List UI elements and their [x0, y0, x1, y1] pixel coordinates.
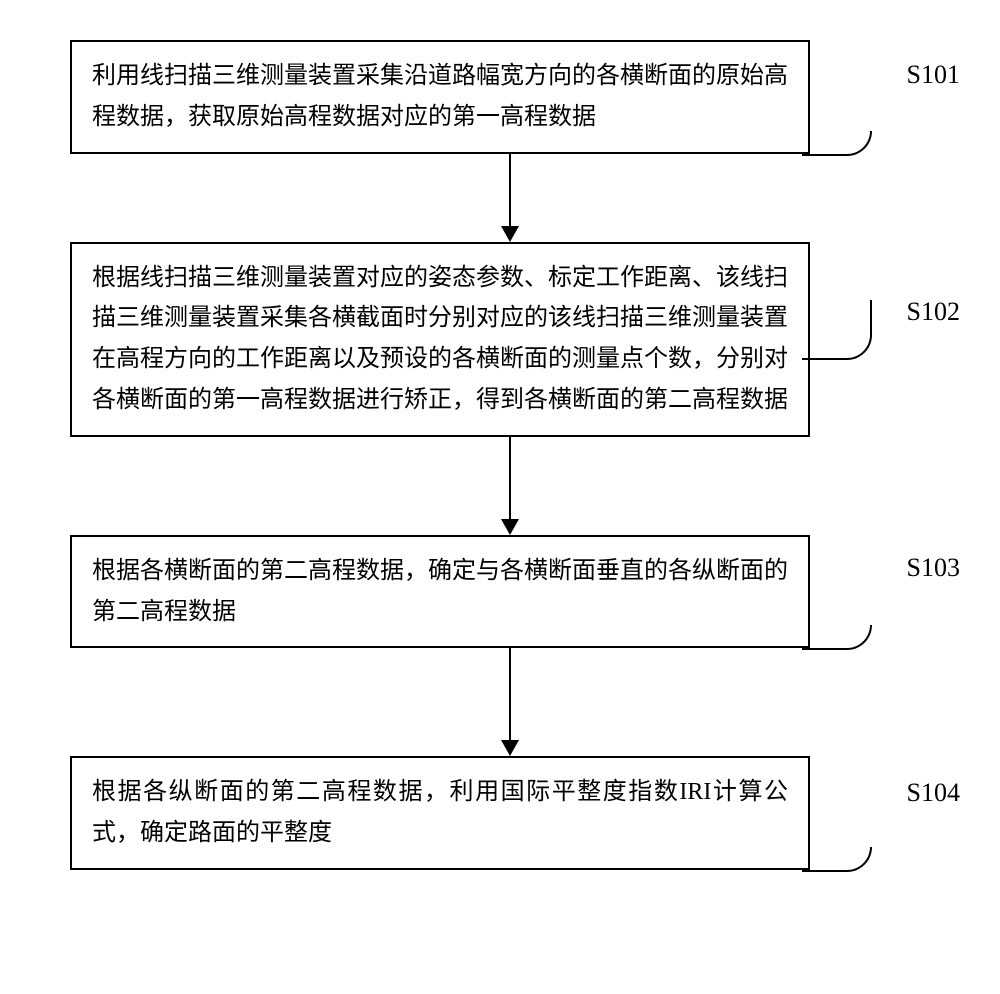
- arrow-line-2: [509, 437, 511, 519]
- arrow-head-2: [501, 519, 519, 535]
- arrow-s101-s102: [140, 154, 880, 242]
- step-text-s104: 根据各纵断面的第二高程数据，利用国际平整度指数IRI计算公式，确定路面的平整度: [92, 779, 788, 846]
- step-row-s102: 根据线扫描三维测量装置对应的姿态参数、标定工作距离、该线扫描三维测量装置采集各横…: [50, 242, 950, 437]
- step-label-s103: S103: [907, 553, 960, 583]
- step-label-s104: S104: [907, 778, 960, 808]
- step-text-s102: 根据线扫描三维测量装置对应的姿态参数、标定工作距离、该线扫描三维测量装置采集各横…: [92, 265, 788, 413]
- step-row-s104: 根据各纵断面的第二高程数据，利用国际平整度指数IRI计算公式，确定路面的平整度 …: [50, 756, 950, 870]
- arrow-line-3: [509, 648, 511, 740]
- arrow-line-1: [509, 154, 511, 226]
- step-label-s101: S101: [907, 60, 960, 90]
- step-text-s101: 利用线扫描三维测量装置采集沿道路幅宽方向的各横断面的原始高程数据，获取原始高程数…: [92, 63, 788, 130]
- step-row-s103: 根据各横断面的第二高程数据，确定与各横断面垂直的各纵断面的第二高程数据 S103: [50, 535, 950, 649]
- label-connector-s104: [802, 847, 872, 872]
- flowchart-container: 利用线扫描三维测量装置采集沿道路幅宽方向的各横断面的原始高程数据，获取原始高程数…: [50, 40, 950, 870]
- step-box-s104: 根据各纵断面的第二高程数据，利用国际平整度指数IRI计算公式，确定路面的平整度: [70, 756, 810, 870]
- step-row-s101: 利用线扫描三维测量装置采集沿道路幅宽方向的各横断面的原始高程数据，获取原始高程数…: [50, 40, 950, 154]
- label-connector-s101: [802, 131, 872, 156]
- arrow-head-1: [501, 226, 519, 242]
- step-text-s103: 根据各横断面的第二高程数据，确定与各横断面垂直的各纵断面的第二高程数据: [92, 558, 788, 625]
- arrow-head-3: [501, 740, 519, 756]
- arrow-s103-s104: [140, 648, 880, 756]
- step-box-s101: 利用线扫描三维测量装置采集沿道路幅宽方向的各横断面的原始高程数据，获取原始高程数…: [70, 40, 810, 154]
- label-connector-s102: [802, 300, 872, 360]
- step-box-s103: 根据各横断面的第二高程数据，确定与各横断面垂直的各纵断面的第二高程数据: [70, 535, 810, 649]
- step-box-s102: 根据线扫描三维测量装置对应的姿态参数、标定工作距离、该线扫描三维测量装置采集各横…: [70, 242, 810, 437]
- label-connector-s103: [802, 625, 872, 650]
- arrow-s102-s103: [140, 437, 880, 535]
- step-label-s102: S102: [907, 297, 960, 327]
